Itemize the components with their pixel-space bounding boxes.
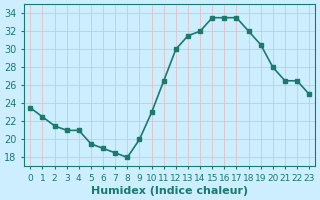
X-axis label: Humidex (Indice chaleur): Humidex (Indice chaleur)	[91, 186, 248, 196]
